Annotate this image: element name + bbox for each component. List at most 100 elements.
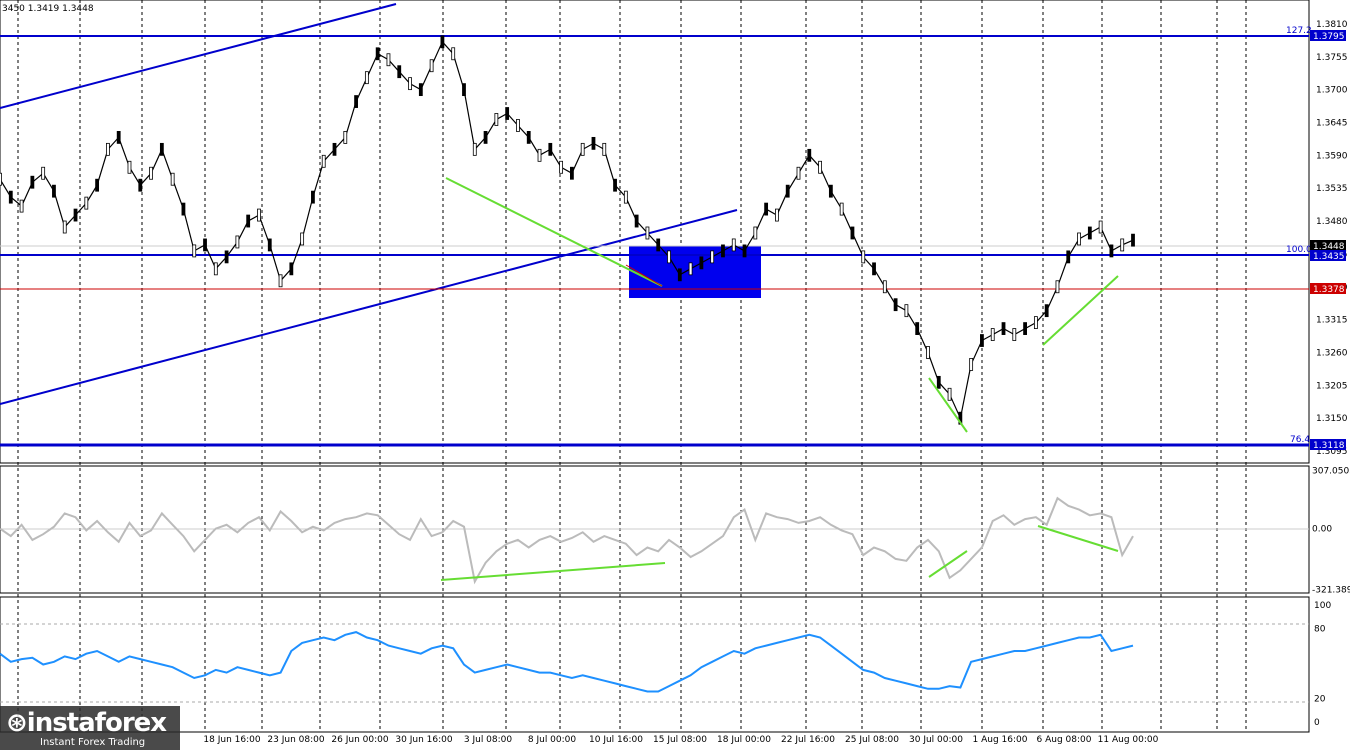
price-candle xyxy=(505,107,510,120)
price-candle xyxy=(936,375,941,389)
instaforex-logo: ⊛instaforex xyxy=(6,708,167,738)
price-candle xyxy=(8,190,13,204)
price-candle xyxy=(1023,322,1027,335)
vertical-gridlines xyxy=(17,0,1247,732)
price-candle xyxy=(429,59,434,73)
price-candle xyxy=(753,226,758,240)
price-candle xyxy=(947,387,952,401)
price-candle xyxy=(548,142,553,156)
price-candle xyxy=(861,250,866,264)
price-candle xyxy=(591,136,596,150)
price-candle xyxy=(807,148,812,162)
price-candle xyxy=(19,199,24,213)
price-candle xyxy=(904,304,909,318)
price-tick-label: 1.3810 xyxy=(1316,20,1348,30)
price-candle xyxy=(343,131,348,144)
price-candle xyxy=(375,47,380,61)
price-candle xyxy=(181,202,186,216)
price-candle xyxy=(569,166,574,180)
rsi-axis-ticks: 100 80 20 0 xyxy=(1314,601,1331,728)
price-candle xyxy=(688,262,693,276)
price-candle xyxy=(796,166,801,180)
price-candle xyxy=(418,83,423,97)
rsi-panel-frame xyxy=(0,596,1310,733)
cci-tick-label: -321.3899 xyxy=(1312,585,1350,595)
price-candle xyxy=(1033,316,1038,330)
instaforex-watermark: ⊛instaforex Instant Forex Trading xyxy=(0,706,180,750)
price-candle xyxy=(52,184,56,198)
price-candle xyxy=(192,244,197,258)
price-candle xyxy=(397,65,402,79)
price-candle xyxy=(872,262,876,276)
green-trendline-2 xyxy=(928,377,968,433)
price-candle xyxy=(1087,226,1092,240)
price-candle xyxy=(828,184,833,198)
price-candle xyxy=(95,178,100,192)
price-candle xyxy=(127,160,132,174)
price-candle xyxy=(580,142,585,156)
price-tick-label: 1.3150 xyxy=(1316,414,1348,424)
price-candle xyxy=(354,95,358,108)
rsi-series-line xyxy=(0,631,1134,693)
price-candle xyxy=(710,250,715,264)
green-trendline-3 xyxy=(1042,275,1119,346)
price-candle xyxy=(667,250,671,264)
price-candle xyxy=(494,113,499,126)
level-76-label: 76.4 xyxy=(1290,435,1310,445)
price-candle xyxy=(408,77,412,91)
price-candle xyxy=(332,142,337,156)
price-candle xyxy=(62,220,67,234)
price-candle xyxy=(440,35,445,49)
current-price-box xyxy=(1310,240,1346,251)
price-candle xyxy=(41,166,46,180)
x-axis-label: 25 Jul 08:00 xyxy=(845,735,899,745)
price-candle xyxy=(106,142,110,156)
price-candle xyxy=(138,178,143,192)
price-candle xyxy=(149,166,153,180)
price-tick-label: 1.3755 xyxy=(1316,53,1348,63)
x-axis-label: 23 Jun 08:00 xyxy=(267,735,324,745)
price-series-line xyxy=(0,40,1134,421)
price-candle xyxy=(386,53,391,67)
price-tick-label: 1.3590 xyxy=(1316,151,1348,161)
x-axis-labels: 18 Jun 16:00 23 Jun 08:00 26 Jun 00:00 30 J… xyxy=(203,735,1158,745)
price-axis-ticks: 1.3810 1.3755 1.3700 1.3645 1.3590 1.3535 1.34… xyxy=(1316,20,1348,457)
price-candle xyxy=(785,184,790,198)
price-tick-label: 1.3205 xyxy=(1316,381,1348,391)
price-candle xyxy=(818,160,822,174)
price-candle xyxy=(926,346,930,359)
price-tick-label: 1.3095 xyxy=(1316,447,1348,457)
price-candle xyxy=(1055,280,1060,294)
level-127-price-box xyxy=(1310,30,1346,41)
level-127-label: 127.2 xyxy=(1286,26,1312,36)
price-candle xyxy=(159,142,164,156)
price-candle xyxy=(451,47,456,61)
level-100-price: 1.3435 xyxy=(1313,252,1345,262)
red-trendline xyxy=(625,264,663,287)
price-tick-label: 1.3480 xyxy=(1316,217,1348,227)
price-candle xyxy=(278,274,283,288)
level-100-label: 100.0 xyxy=(1286,245,1312,255)
price-candle xyxy=(311,190,315,204)
price-tick-label: 1.3645 xyxy=(1316,118,1348,128)
level-76-price: 1.3118 xyxy=(1313,441,1345,451)
red-level-box xyxy=(1310,283,1346,294)
price-candle xyxy=(235,235,240,249)
x-axis-label: 3 Jul 08:00 xyxy=(464,735,513,745)
price-candle xyxy=(1120,238,1125,252)
cci-series-line xyxy=(0,496,1134,585)
level-100-price-box xyxy=(1310,250,1346,261)
price-candle xyxy=(84,196,89,210)
x-axis-label: 26 Jun 00:00 xyxy=(331,735,388,745)
price-candle xyxy=(1098,220,1103,234)
current-price-value: 1.3448 xyxy=(1313,242,1345,252)
price-candle xyxy=(267,238,272,252)
price-candle xyxy=(731,238,736,252)
x-axis-label: 10 Jul 16:00 xyxy=(589,735,643,745)
price-bars xyxy=(0,35,1135,425)
price-candle xyxy=(116,131,121,144)
price-candle xyxy=(721,244,725,258)
rsi-tick-label: 80 xyxy=(1314,624,1326,634)
price-candle xyxy=(1044,304,1049,318)
price-candle xyxy=(775,208,779,222)
